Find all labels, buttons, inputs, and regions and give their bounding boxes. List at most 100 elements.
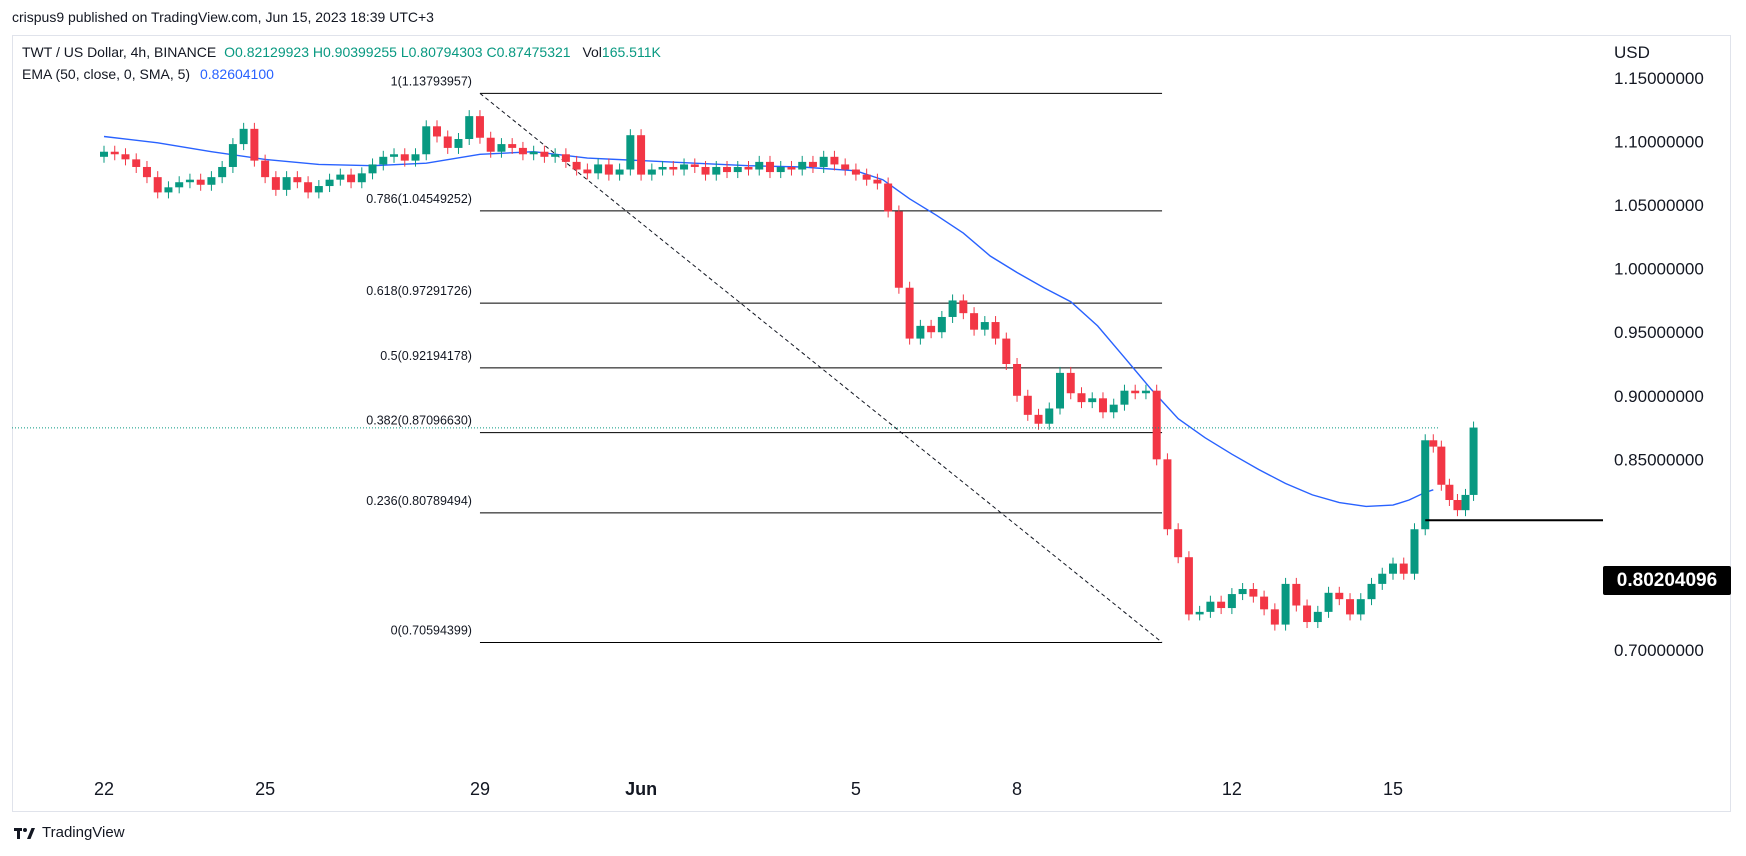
candle-body: [1131, 390, 1140, 394]
volume-label: Vol: [582, 44, 602, 60]
candle-up: [1088, 392, 1097, 409]
candle-body: [1429, 440, 1438, 447]
candle-body: [1206, 601, 1215, 612]
candle-up: [937, 310, 946, 339]
candle-down: [959, 294, 968, 320]
candle-up: [819, 150, 828, 173]
fib-level-label: 0.5(0.92194178): [380, 349, 472, 363]
candle-up: [647, 163, 656, 181]
candle-body: [411, 154, 420, 161]
candle-body: [1045, 408, 1054, 424]
candle-down: [970, 307, 979, 336]
candle-up: [615, 163, 624, 181]
candle-body: [1120, 390, 1129, 405]
fib-level-label: 0.382(0.87096630): [366, 414, 472, 428]
candle-up: [798, 155, 807, 176]
candle-body: [1378, 573, 1387, 584]
candle-body: [937, 316, 946, 333]
candle-body: [486, 137, 495, 152]
candle-down: [1437, 440, 1446, 491]
candle-up: [1141, 384, 1150, 400]
candle-up: [100, 145, 108, 163]
candle-up: [551, 148, 560, 163]
candle-down: [604, 158, 613, 181]
candle-body: [690, 164, 699, 167]
candle-body: [1249, 588, 1258, 597]
candle-body: [175, 182, 184, 188]
candle-up: [1469, 421, 1478, 501]
tradingview-brand: TradingView: [42, 824, 125, 841]
candle-up: [239, 122, 248, 151]
candle-down: [1217, 595, 1226, 615]
candle-body: [905, 287, 914, 339]
candle-down: [561, 148, 570, 168]
candle-up: [497, 138, 506, 158]
candle-down: [1077, 387, 1086, 409]
candle-down: [1184, 551, 1193, 621]
candle-up: [1378, 567, 1387, 590]
publisher-attribution: crispus9 published on TradingView.com, J…: [12, 9, 434, 25]
volume-value: 165.511K: [601, 44, 661, 60]
candle-down: [110, 145, 119, 161]
candle-body: [1141, 390, 1150, 394]
candle-body: [540, 151, 549, 157]
candle-body: [293, 177, 302, 183]
candle-up: [379, 150, 388, 171]
ema-polyline: [103, 135, 1434, 508]
trend-line[interactable]: [479, 92, 1163, 643]
fib-level-label: 0.236(0.80789494): [366, 494, 472, 508]
candle-up: [733, 160, 742, 179]
candle-up: [529, 145, 538, 161]
candle-body: [465, 116, 474, 140]
candle-body: [475, 116, 484, 138]
candle-up: [626, 129, 635, 176]
candle-body: [132, 159, 141, 167]
candle-down: [1152, 384, 1161, 466]
symbol-legend: TWT / US Dollar, 4h, BINANCE O0.82129923…: [22, 44, 661, 60]
candle-body: [583, 169, 592, 174]
fibonacci-retracement[interactable]: 1(1.13793957) 0.786(1.04549252) 0.618(0.97…: [366, 74, 1163, 643]
candle-body: [1421, 440, 1430, 530]
candle-body: [1077, 393, 1086, 403]
candle-body: [1292, 583, 1301, 606]
candle-body: [1227, 594, 1236, 609]
candle-body: [1217, 601, 1226, 609]
candle-down: [884, 177, 893, 218]
candle-down: [830, 150, 839, 171]
candle-body: [164, 187, 173, 193]
candle-body: [121, 154, 130, 160]
candle-up: [1367, 577, 1376, 606]
candle-up: [1238, 582, 1247, 601]
candle-down: [1292, 577, 1301, 612]
candle-body: [454, 139, 463, 148]
fib-level-label: 0.786(1.04549252): [366, 192, 472, 206]
price-tick-label: 0.95000000: [1614, 323, 1704, 342]
candle-body: [884, 183, 893, 212]
candle-body: [572, 161, 581, 170]
candle-body: [1034, 414, 1043, 424]
candle-body: [1324, 592, 1333, 612]
candle-body: [497, 144, 506, 152]
candle-body: [680, 164, 689, 170]
price-tick-label: 1.15000000: [1614, 69, 1704, 88]
candle-down: [637, 129, 646, 181]
candle-down: [841, 158, 850, 176]
time-axis[interactable]: 22 25 29 Jun 5 8 12 15: [94, 779, 1403, 799]
candle-body: [110, 151, 119, 155]
candle-up: [948, 294, 957, 323]
candle-body: [970, 313, 979, 330]
candle-up: [411, 148, 420, 167]
candle-down: [250, 122, 259, 167]
candle-body: [647, 169, 656, 175]
candle-body: [1356, 599, 1365, 615]
candle-body: [271, 177, 280, 190]
trendline-dashed: [479, 92, 1163, 643]
tradingview-footer[interactable]: TradingView: [14, 824, 125, 841]
candle-up: [1324, 586, 1333, 618]
candle-body: [282, 177, 291, 190]
candle-body: [379, 156, 388, 165]
candle-down: [1013, 358, 1022, 402]
candle-body: [744, 166, 753, 170]
candle-up: [336, 168, 345, 186]
